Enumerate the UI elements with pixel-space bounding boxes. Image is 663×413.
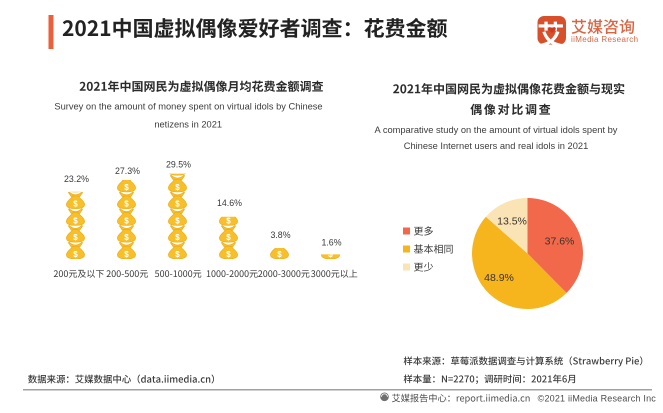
svg-text:1.6%: 1.6% bbox=[321, 238, 341, 248]
svg-text:14.6%: 14.6% bbox=[217, 198, 242, 208]
svg-text:48.9%: 48.9% bbox=[484, 272, 514, 284]
svg-text:37.6%: 37.6% bbox=[545, 236, 575, 248]
svg-text:Chinese Internet users and rea: Chinese Internet users and real idols in… bbox=[404, 141, 589, 151]
svg-text:A comparative study on the amo: A comparative study on the amount of vir… bbox=[375, 125, 618, 135]
svg-text:netizens in 2021: netizens in 2021 bbox=[154, 119, 222, 129]
svg-text:23.2%: 23.2% bbox=[64, 174, 89, 184]
svg-text:iiMedia Research: iiMedia Research bbox=[571, 35, 638, 44]
svg-text:29.5%: 29.5% bbox=[166, 160, 191, 170]
svg-text:©2021 iiMedia Research Inc: ©2021 iiMedia Research Inc bbox=[538, 394, 657, 404]
svg-text:27.3%: 27.3% bbox=[115, 166, 140, 176]
svg-text:13.5%: 13.5% bbox=[497, 216, 527, 228]
svg-text:Survey on the amount of money: Survey on the amount of money spent on v… bbox=[54, 101, 322, 111]
svg-text:3.8%: 3.8% bbox=[270, 230, 290, 240]
